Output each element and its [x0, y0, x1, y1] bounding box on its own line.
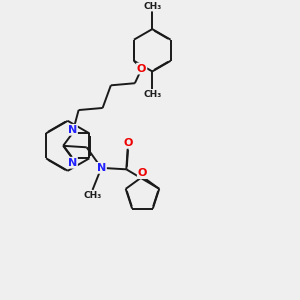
Text: O: O: [137, 64, 146, 74]
Text: N: N: [97, 163, 106, 173]
Text: N: N: [68, 158, 77, 168]
Text: CH₃: CH₃: [83, 191, 102, 200]
Text: N: N: [68, 125, 77, 135]
Text: O: O: [123, 138, 133, 148]
Text: CH₃: CH₃: [143, 90, 161, 99]
Text: CH₃: CH₃: [143, 2, 161, 11]
Text: O: O: [138, 168, 147, 178]
